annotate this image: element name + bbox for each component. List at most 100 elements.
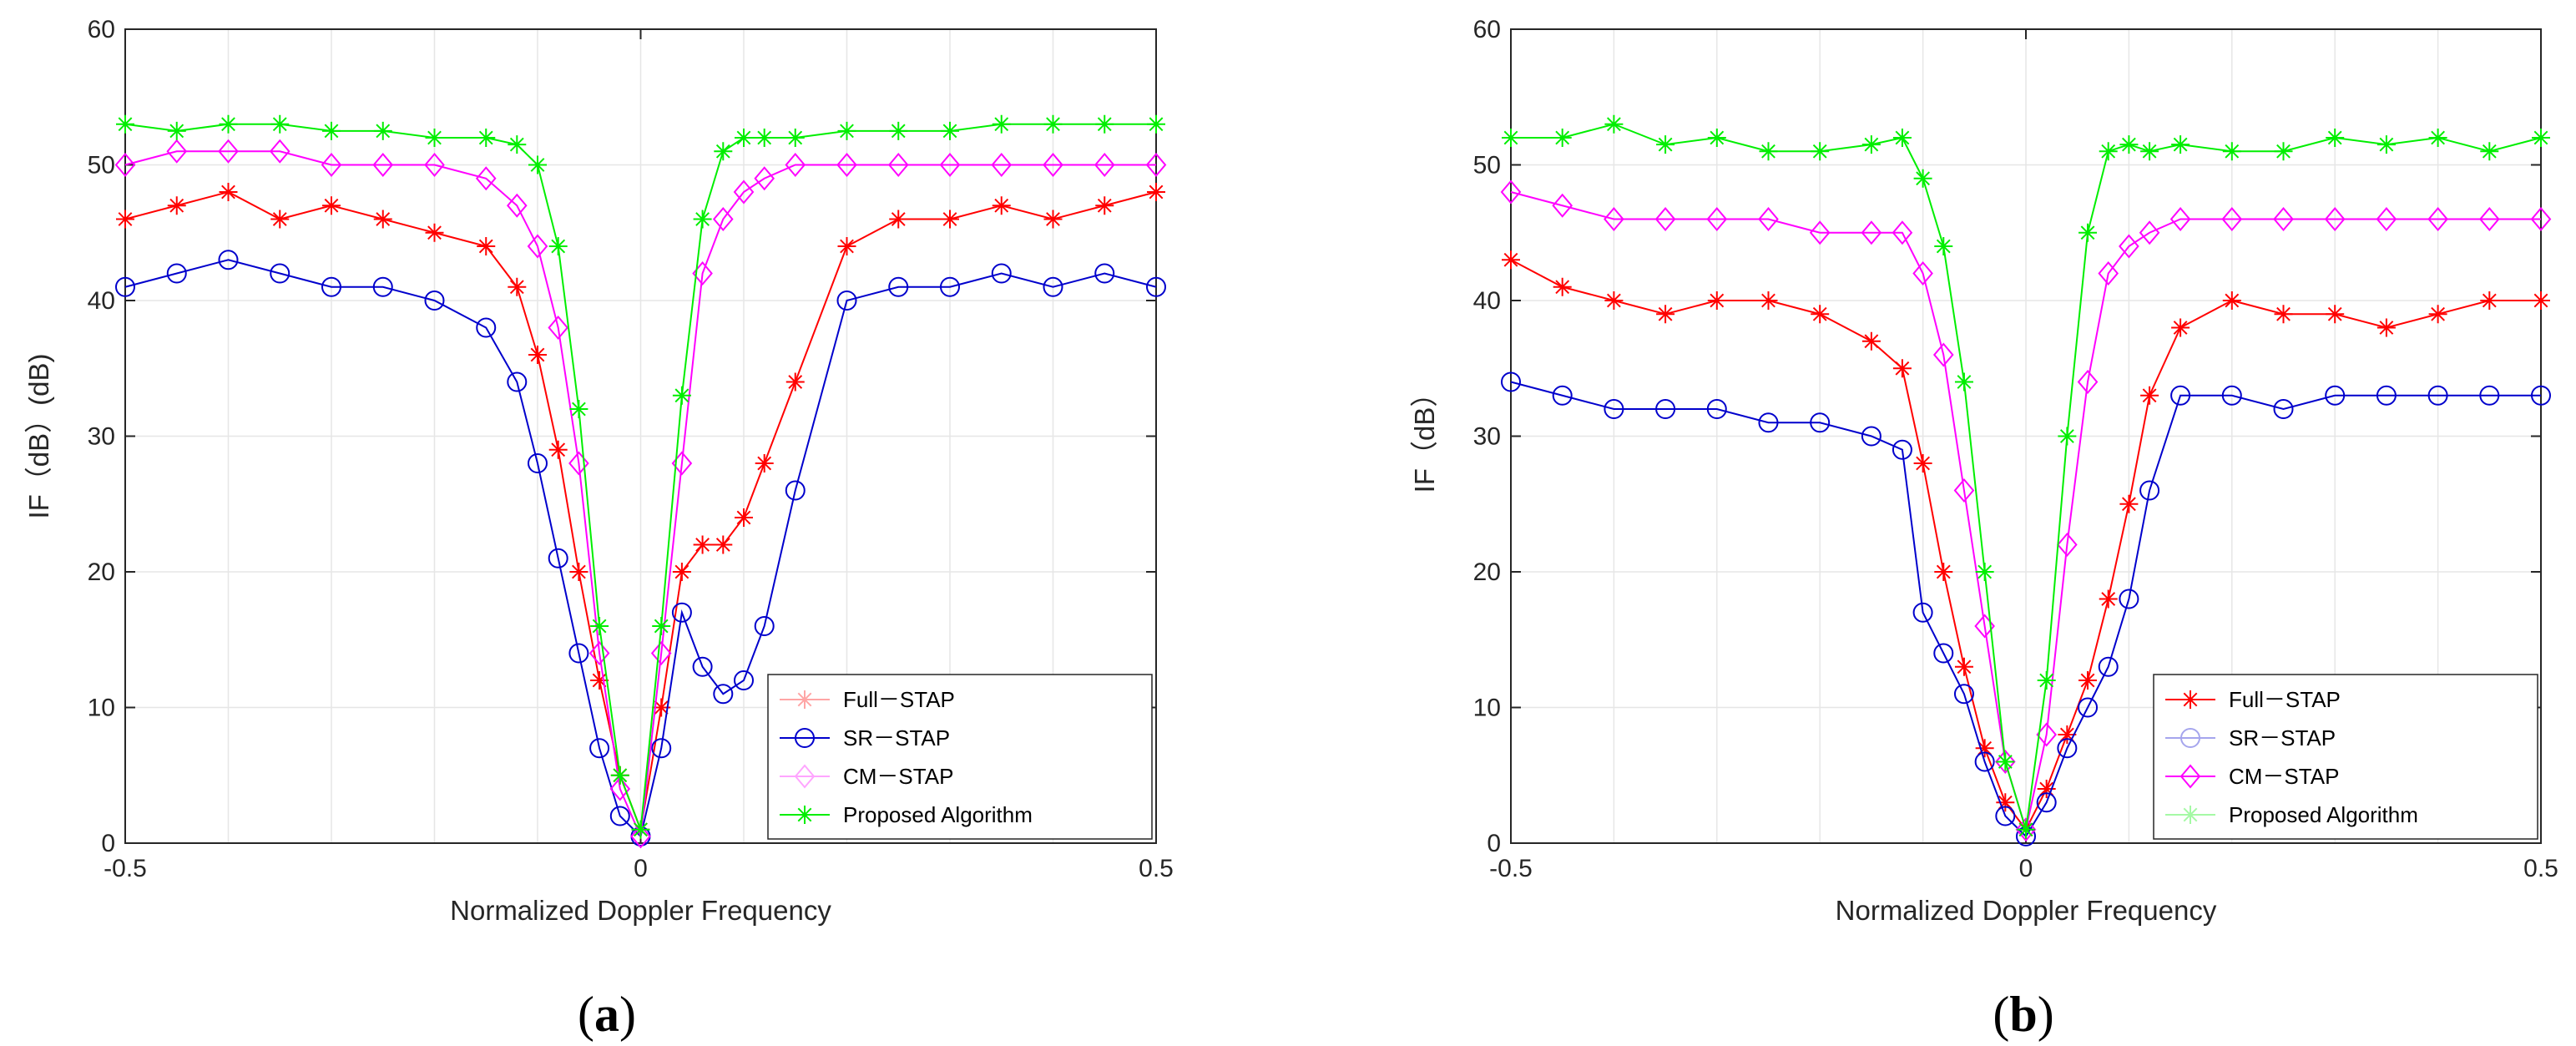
y-tick-label: 50 [88,152,115,179]
data-point [590,617,609,635]
data-point [2376,135,2396,154]
data-point [2171,318,2190,337]
data-point [1861,220,1882,245]
data-point [2222,142,2241,161]
data-point [569,400,588,418]
data-point [837,121,856,140]
x-tick-label: -0.5 [104,855,147,882]
y-tick-label: 20 [1473,558,1501,586]
data-point [888,276,909,297]
data-point [425,223,444,242]
x-tick-label: -0.5 [1489,855,1533,882]
data-point [219,114,238,134]
data-point [1892,439,1912,460]
x-tick-label: 0.5 [1139,855,1174,882]
data-point [2532,129,2550,147]
y-tick-label: 0 [101,830,115,857]
data-point [1811,142,1830,161]
y-tick-label: 30 [1473,423,1501,451]
data-point [2428,129,2447,147]
data-point [1995,806,2016,826]
data-point [166,263,187,284]
y-tick-label: 50 [1473,152,1501,179]
data-point [992,114,1011,134]
data-point [1146,276,1166,297]
data-point [1145,152,1167,178]
data-point [650,640,672,666]
data-point [610,766,629,785]
legend-label: Proposed Algorithm [843,802,1033,827]
data-point [167,121,186,140]
data-point [506,193,528,218]
data-point [1553,277,1572,296]
data-point [2058,427,2077,446]
legend-marker [2181,806,2200,824]
data-point [1861,331,1881,351]
data-point [2037,671,2056,690]
data-point [939,152,961,178]
data-point [652,698,671,717]
data-point [991,263,1012,284]
data-point [2098,260,2119,286]
data-point [1913,454,1932,472]
legend-marker [2181,690,2200,709]
legend-item [780,690,830,709]
data-point [1975,739,1994,758]
data-point [116,210,134,229]
data-point [941,121,959,140]
data-point [2098,656,2119,677]
data-point [692,656,713,677]
data-point [672,386,691,405]
data-point [1552,385,1573,406]
data-point [1656,305,1675,324]
data-point [2140,386,2159,405]
data-point [734,670,754,690]
legend-label: Full－STAP [2229,687,2341,712]
data-point [1043,276,1063,297]
legend-label: SR－STAP [843,725,950,750]
data-point [889,210,908,229]
data-point [1995,749,2016,775]
data-point [1043,210,1063,229]
data-point [1932,342,1954,367]
legend-label: SR－STAP [2229,725,2336,750]
data-point [2273,399,2294,419]
data-point [2058,725,2077,744]
data-point [508,277,527,296]
data-point [115,276,135,297]
data-point [1706,206,1728,232]
data-point [2273,206,2294,232]
data-point [2325,385,2346,406]
data-point [588,640,610,666]
data-point [1502,129,1520,147]
data-point [218,139,239,164]
data-point [568,451,589,476]
data-point [321,152,342,178]
data-point [1810,412,1831,433]
x-axis-label: Normalized Doppler Frequency [1836,895,2217,926]
data-point [887,152,909,178]
data-point [1707,291,1726,310]
data-point [2531,385,2551,406]
data-point [219,183,238,201]
x-tick-label: 0 [634,855,648,882]
data-point [1809,220,1831,245]
data-point [2326,129,2345,147]
data-point [2479,385,2500,406]
data-point [1552,193,1573,218]
data-point [1996,793,2015,812]
data-point [114,152,136,178]
y-tick-label: 40 [1473,287,1501,315]
legend-box [767,674,1153,840]
data-point [733,179,755,205]
data-point [1996,752,2015,771]
data-point [735,508,753,527]
data-point [1502,250,1520,270]
legend: Full－STAP SR－STAP CM－STAP Proposed Algorith… [2153,674,2538,840]
data-point [785,152,806,178]
data-point [1654,206,1676,232]
data-point [1759,142,1778,161]
